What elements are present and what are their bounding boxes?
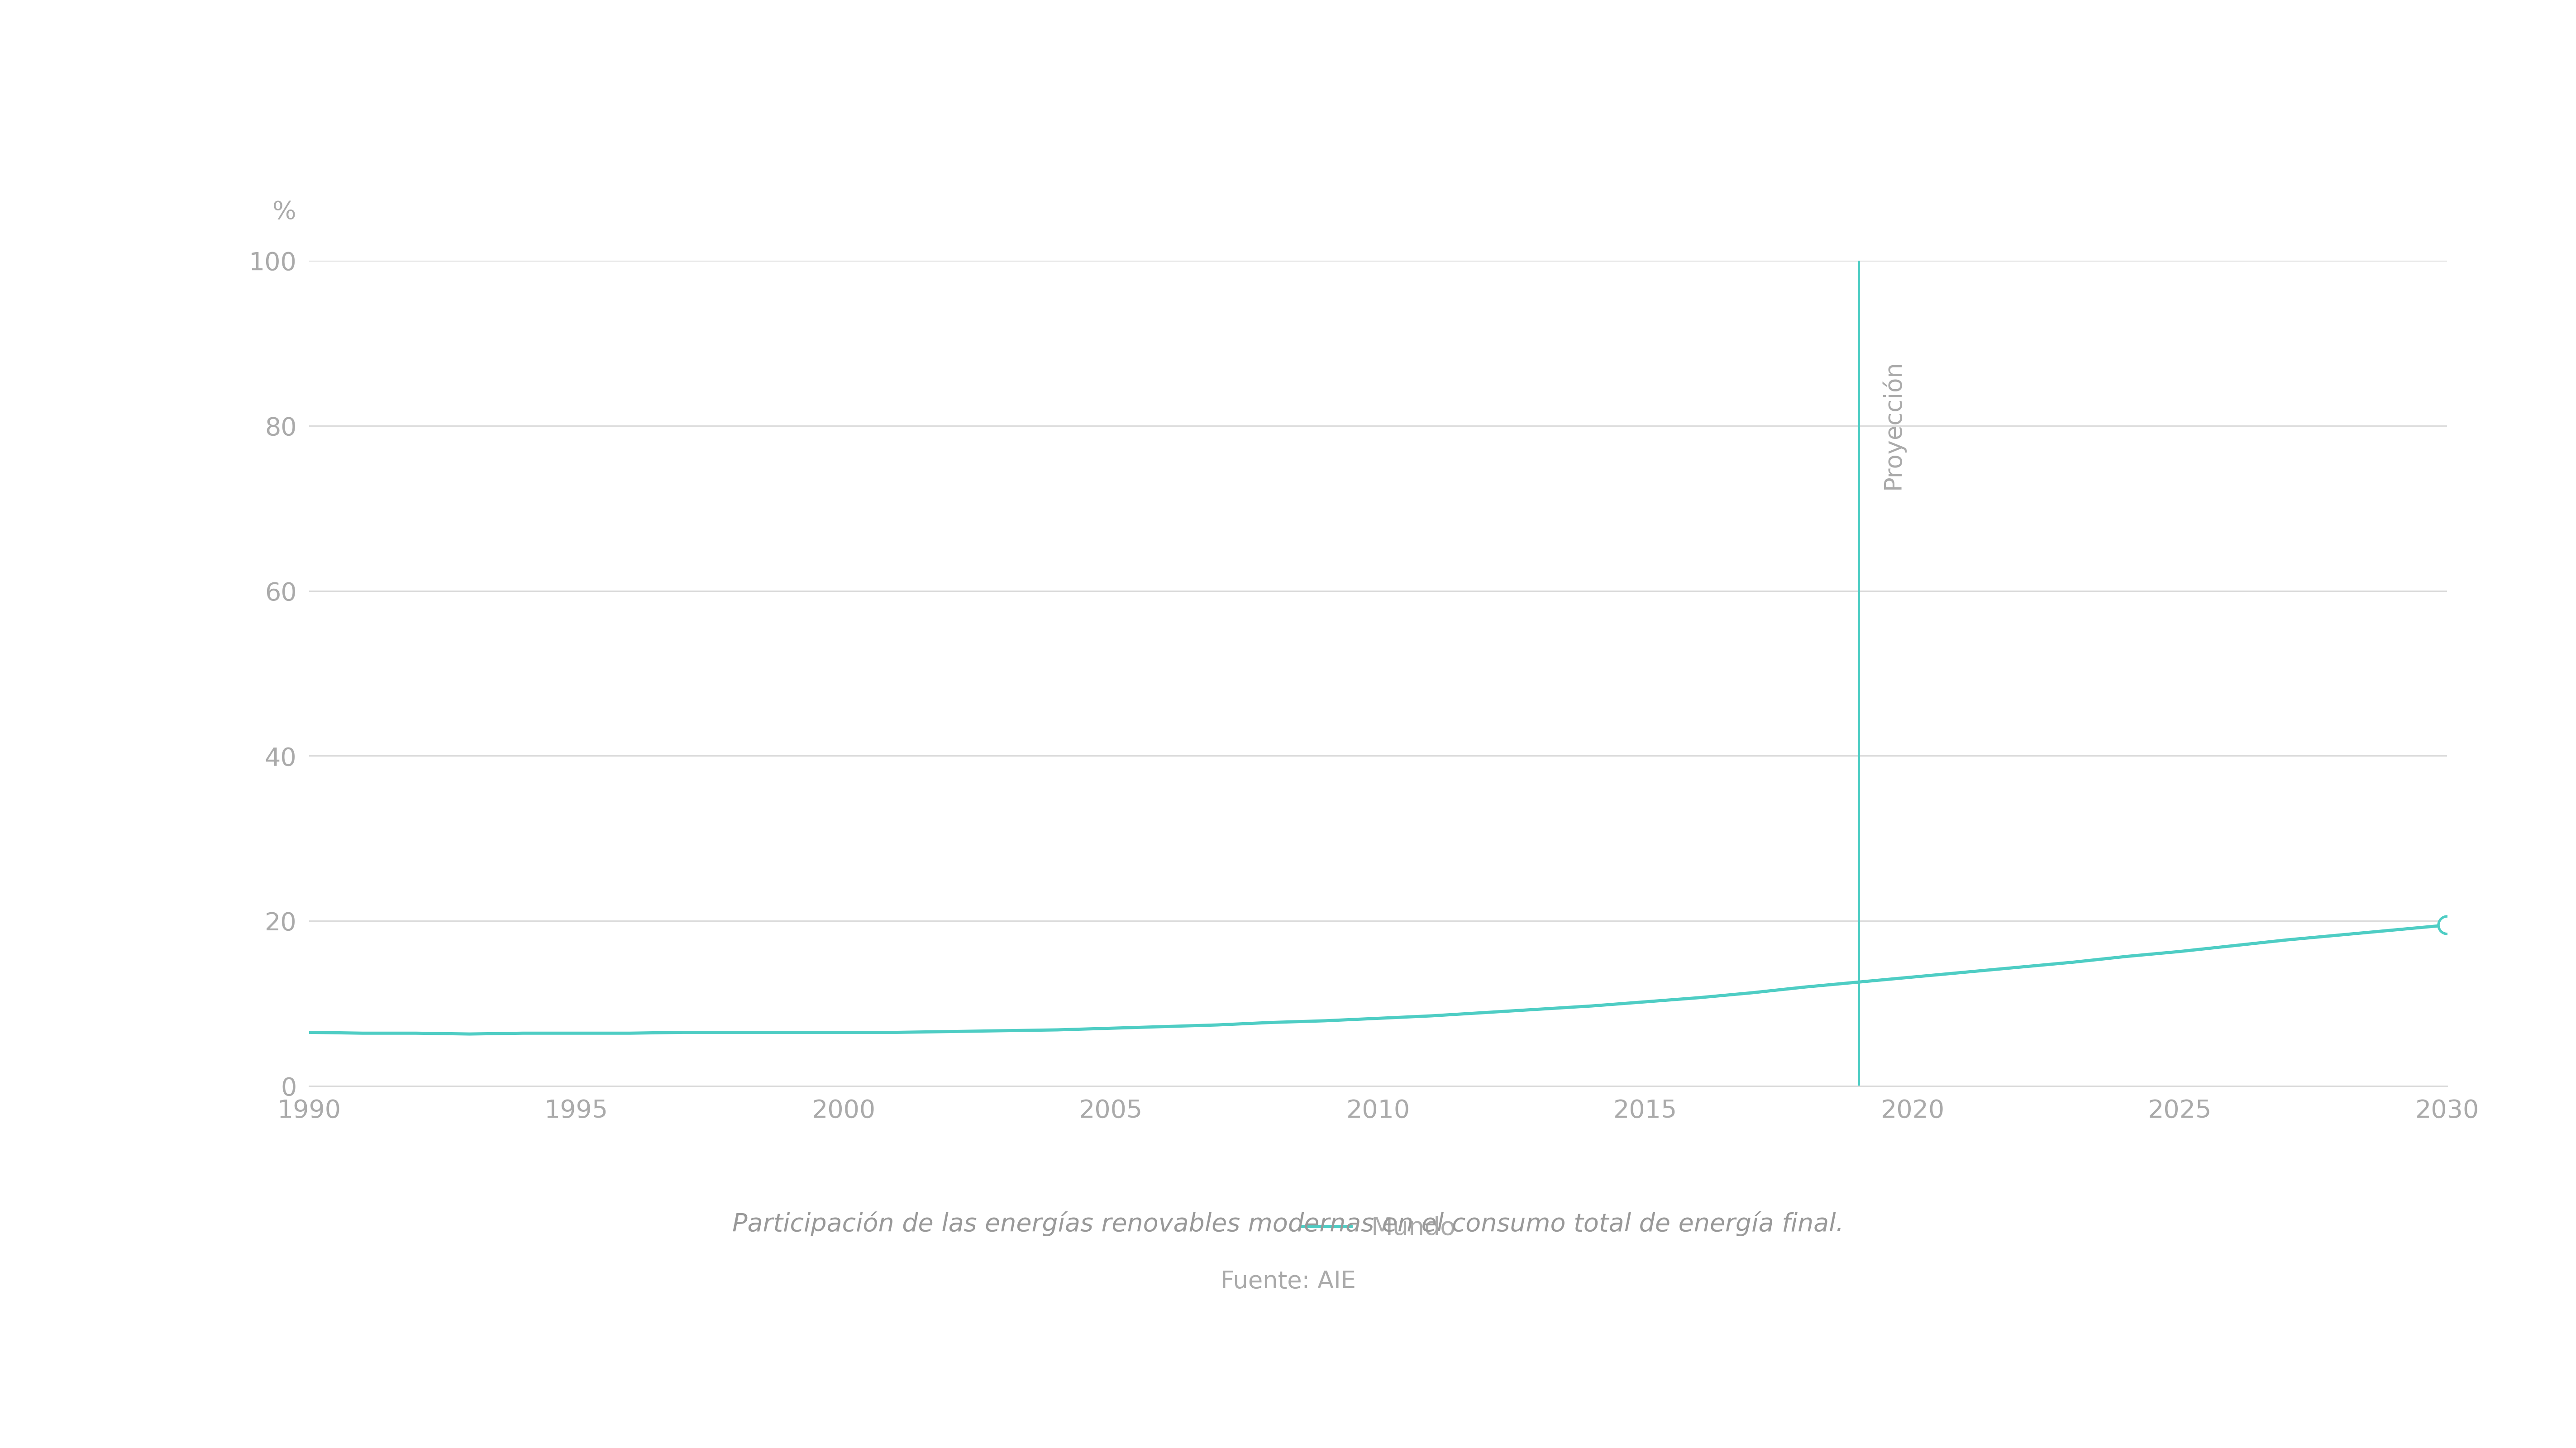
Text: Fuente: AIE: Fuente: AIE (1221, 1270, 1355, 1293)
Text: Proyección: Proyección (1880, 359, 1904, 489)
Text: Participación de las energías renovables modernas en el consumo total de energía: Participación de las energías renovables… (732, 1211, 1844, 1237)
Text: %: % (273, 200, 296, 224)
Legend: Mundo: Mundo (1291, 1206, 1466, 1251)
